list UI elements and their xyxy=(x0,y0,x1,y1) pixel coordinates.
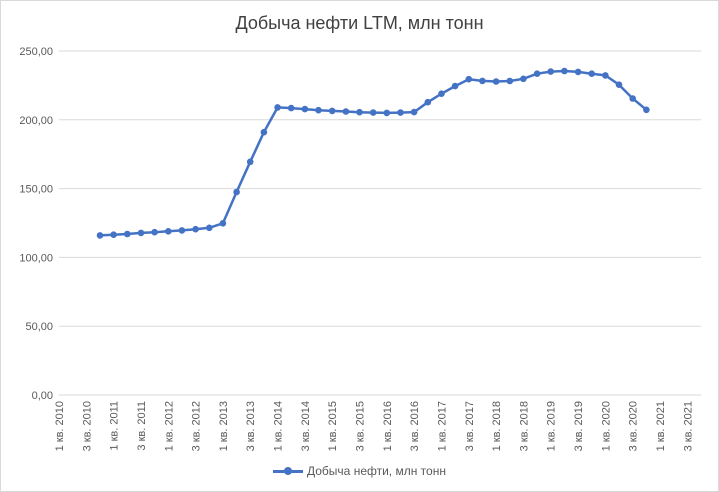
data-point xyxy=(192,225,199,233)
data-point xyxy=(533,70,541,77)
x-tick-label: 3 кв. 2016 xyxy=(409,401,421,451)
data-point xyxy=(615,81,623,88)
x-tick-label: 3 кв. 2018 xyxy=(518,401,530,451)
data-point xyxy=(465,75,473,83)
x-tick-label: 3 кв. 2012 xyxy=(191,401,203,451)
data-point xyxy=(315,106,322,114)
data-point xyxy=(397,109,404,116)
data-point xyxy=(233,188,240,196)
y-axis-ticks: 0,00 50,00 100,00 150,00 200,00 250,00 xyxy=(19,46,53,402)
x-tick-label: 1 кв. 2010 xyxy=(54,401,66,451)
data-point xyxy=(643,106,650,114)
data-point xyxy=(287,104,295,112)
y-tick-label: 200,00 xyxy=(19,115,53,127)
series-plot xyxy=(96,67,650,239)
x-tick-label: 1 кв. 2017 xyxy=(436,401,448,451)
gridlines xyxy=(59,50,701,396)
data-point xyxy=(602,72,609,79)
data-point xyxy=(424,98,432,106)
data-point xyxy=(219,220,227,227)
x-tick-label: 1 кв. 2016 xyxy=(382,401,394,451)
data-point xyxy=(506,77,514,85)
x-tick-label: 3 кв. 2021 xyxy=(682,401,694,451)
data-point xyxy=(438,90,445,97)
data-point xyxy=(369,109,377,116)
x-tick-label: 1 кв. 2013 xyxy=(218,401,230,451)
data-point xyxy=(110,231,117,238)
data-point xyxy=(301,105,309,113)
data-point xyxy=(165,228,172,235)
data-point xyxy=(328,107,336,115)
x-tick-label: 3 кв. 2013 xyxy=(245,401,257,451)
y-tick-label: 100,00 xyxy=(19,252,53,264)
data-point xyxy=(260,128,268,136)
x-tick-label: 1 кв. 2012 xyxy=(163,401,175,451)
x-tick-label: 3 кв. 2010 xyxy=(81,401,93,451)
data-point xyxy=(356,108,363,116)
x-tick-label: 1 кв. 2015 xyxy=(327,401,339,451)
data-point xyxy=(492,78,500,85)
data-point xyxy=(520,75,527,83)
data-point xyxy=(547,68,554,75)
legend: Добыча нефти, млн тонн xyxy=(1,464,718,478)
x-tick-label: 3 кв. 2014 xyxy=(300,401,312,451)
x-tick-label: 3 кв. 2019 xyxy=(573,401,585,451)
legend-label: Добыча нефти, млн тонн xyxy=(307,464,446,478)
data-point xyxy=(479,77,486,85)
data-point xyxy=(383,109,391,117)
series-line xyxy=(99,69,648,237)
x-axis-ticks: 1 кв. 2010 3 кв. 2010 1 кв. 2011 3 кв. 2011… xyxy=(54,401,694,451)
data-point xyxy=(561,67,568,75)
x-tick-label: 1 кв. 2014 xyxy=(273,401,285,451)
y-tick-label: 50,00 xyxy=(25,321,53,333)
data-point xyxy=(629,95,636,102)
data-point xyxy=(137,229,145,237)
data-point xyxy=(206,224,213,232)
x-tick-label: 1 кв. 2019 xyxy=(546,401,558,451)
y-tick-label: 0,00 xyxy=(32,390,53,402)
x-tick-label: 3 кв. 2015 xyxy=(355,401,367,451)
data-point xyxy=(451,82,459,90)
x-tick-label: 3 кв. 2017 xyxy=(464,401,476,451)
x-tick-label: 1 кв. 2021 xyxy=(655,401,667,451)
data-point xyxy=(574,68,582,76)
x-tick-label: 3 кв. 2011 xyxy=(136,401,148,451)
x-tick-label: 1 кв. 2011 xyxy=(109,401,121,451)
data-point xyxy=(124,230,131,238)
data-point xyxy=(410,108,418,116)
data-point xyxy=(274,104,281,111)
x-tick-label: 3 кв. 2020 xyxy=(628,401,640,451)
data-point xyxy=(588,70,595,77)
legend-swatch xyxy=(273,466,303,476)
y-tick-label: 150,00 xyxy=(19,184,53,196)
data-point xyxy=(342,108,350,115)
y-tick-label: 250,00 xyxy=(19,46,53,58)
x-tick-label: 1 кв. 2020 xyxy=(600,401,612,451)
data-point xyxy=(151,228,158,236)
data-point xyxy=(246,158,254,166)
data-point xyxy=(178,227,186,234)
chart-title: Добыча нефти LTM, млн тонн xyxy=(235,13,484,33)
data-point xyxy=(96,232,104,239)
x-tick-label: 1 кв. 2018 xyxy=(491,401,503,451)
